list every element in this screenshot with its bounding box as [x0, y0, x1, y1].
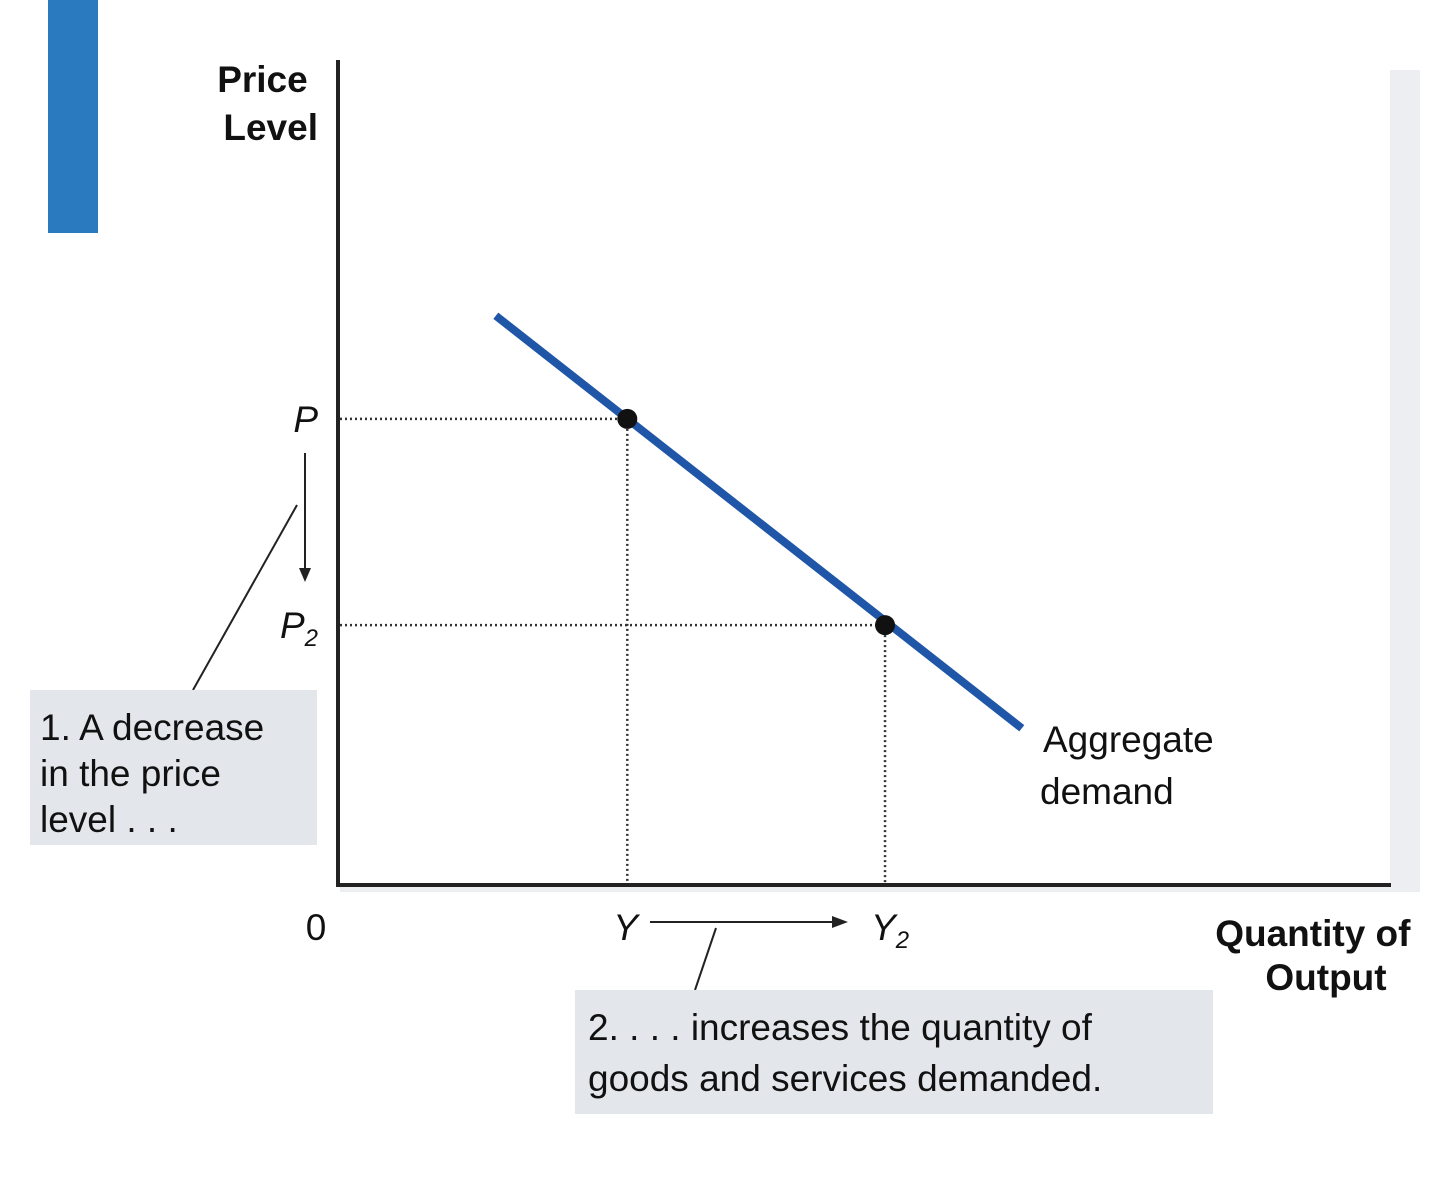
price-decrease-arrowhead — [299, 568, 311, 582]
y-axis-title-line-2: Level — [223, 107, 318, 148]
aggregate-demand-label-line-2: demand — [1040, 771, 1174, 812]
origin-label: 0 — [306, 907, 327, 948]
x-tick-subscript-2: 2 — [895, 927, 909, 954]
aggregate-demand-label: Aggregate demand — [1040, 719, 1224, 812]
x-axis-title-line-2: Output — [1265, 957, 1386, 998]
guide-lines — [340, 417, 887, 883]
annotation-1-line-1: 1. A decrease — [40, 707, 264, 748]
accent-bar — [48, 0, 98, 233]
annotation-1-line-2: in the price — [40, 753, 221, 794]
annotation-2-leader — [694, 927, 717, 991]
x-tick-label-1: Y — [613, 907, 640, 948]
y-tick-label-1: P — [293, 399, 318, 440]
annotation-1-box — [30, 690, 317, 845]
annotation-2-line-2: goods and services demanded. — [588, 1058, 1102, 1099]
aggregate-demand-curve — [493, 312, 1025, 732]
x-tick-label-2: Y2 — [871, 907, 909, 954]
annotation-1-leader — [192, 504, 298, 691]
annotation-2-line-1: 2. . . . increases the quantity of — [588, 1007, 1093, 1048]
x-axis-title: Quantity of Output — [1215, 913, 1421, 998]
equilibrium-point-2 — [875, 615, 896, 636]
aggregate-demand-label-line-1: Aggregate — [1043, 719, 1214, 760]
annotation-1-text: 1. A decrease in the price level . . . — [40, 707, 275, 840]
equilibrium-point-1 — [617, 408, 638, 429]
quantity-increase-arrowhead — [832, 916, 848, 928]
y-tick-label-2: P2 — [280, 605, 318, 652]
annotation-2-box — [575, 990, 1213, 1114]
tick-labels: P Y P2 Y2 — [280, 399, 909, 954]
y-axis-title-line-1: Price — [217, 59, 308, 100]
panel-right-shadow — [1390, 70, 1420, 890]
y-tick-subscript-2: 2 — [304, 625, 318, 652]
series-layer — [493, 312, 1025, 732]
annotation-1-line-3: level . . . — [40, 799, 178, 840]
y-axis-title: Price Level — [217, 59, 318, 148]
panel-bottom-shadow — [340, 886, 1420, 892]
x-axis-title-line-1: Quantity of — [1215, 913, 1411, 954]
annotation-2-text: 2. . . . increases the quantity of goods… — [588, 1007, 1102, 1099]
